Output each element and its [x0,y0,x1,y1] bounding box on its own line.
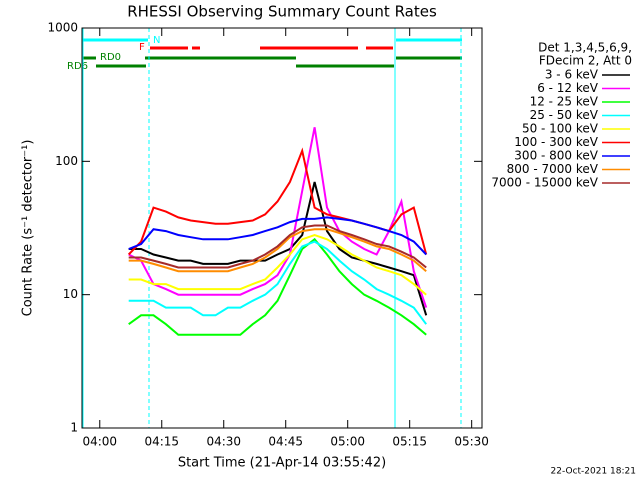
legend-label: 6 - 12 keV [537,81,599,95]
legend-label: 300 - 800 keV [514,149,598,163]
annotation: N [153,35,160,46]
legend-label: 3 - 6 keV [545,68,599,82]
x-tick-label: 04:30 [206,435,241,449]
x-tick-label: 05:00 [330,435,365,449]
annotation: F [139,42,145,53]
plot-frame [81,27,483,429]
x-tick-label: 04:00 [82,435,117,449]
series-line [128,216,427,256]
y-tick-label: 1 [70,421,78,435]
x-tick-label: 05:15 [392,435,427,449]
time-markers [82,28,462,428]
y-tick-label: 100 [55,154,78,168]
annotation: RD6 [67,61,88,72]
series-line [128,224,427,269]
series-line [128,240,428,325]
legend-label: 800 - 7000 keV [507,162,599,176]
legend-label: 25 - 50 keV [530,108,599,122]
state-bars: N F RD0 RD6 [67,35,462,72]
footer: 22-Oct-2021 18:21 [551,467,636,477]
y-tick-label: 10 [63,287,78,301]
series-line [128,233,427,296]
legend-title: Det 1,3,4,5,6,9, [538,41,632,55]
series-line [128,181,428,316]
legend-title: FDecim 2, Att 0 [539,54,632,68]
series-line [128,237,427,336]
y-axis-label: Count Rate (s⁻¹ detector⁻¹) [21,140,36,317]
series-line [128,127,428,308]
legend-label: 7000 - 15000 keV [491,176,598,190]
legend-label: 50 - 100 keV [522,122,599,136]
x-tick-label: 04:15 [144,435,179,449]
x-tick-label: 04:45 [268,435,303,449]
legend-label: 100 - 300 keV [514,135,598,149]
annotation: RD0 [100,52,121,63]
x-tick-label: 05:30 [454,435,489,449]
y-tick-label: 1000 [47,21,78,35]
series-line [128,228,427,273]
chart-title: RHESSI Observing Summary Count Rates [127,3,437,21]
legend-label: 12 - 25 keV [530,95,599,109]
x-axis-label: Start Time (21-Apr-14 03:55:42) [178,456,386,471]
